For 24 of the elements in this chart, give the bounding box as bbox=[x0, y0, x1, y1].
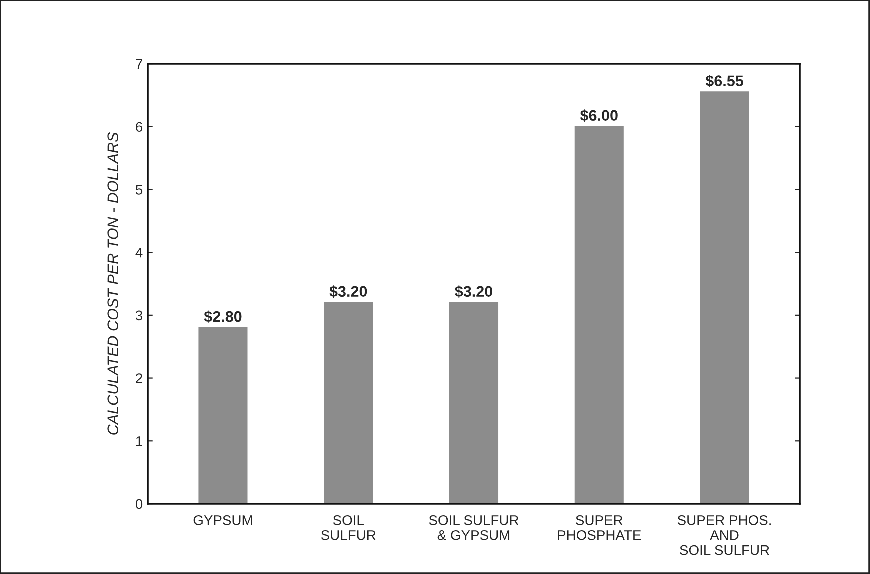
y-tick-label: 2 bbox=[136, 374, 142, 384]
x-tick-label: SOIL SULFUR & GYPSUM bbox=[429, 515, 519, 540]
y-axis-title: CALCULATED COST PER TON - DOLLARS bbox=[108, 132, 119, 435]
x-tick-label: SUPER PHOS. AND SOIL SULFUR bbox=[678, 515, 771, 556]
y-tick-label: 5 bbox=[136, 185, 143, 195]
y-tick-label: 4 bbox=[136, 248, 143, 258]
y-tick-label: 6 bbox=[136, 122, 143, 132]
bar bbox=[574, 126, 624, 504]
y-tick-label: 0 bbox=[136, 499, 143, 510]
y-tick-label: 1 bbox=[136, 436, 142, 446]
data-label: $2.80 bbox=[204, 310, 242, 324]
bar bbox=[700, 92, 750, 504]
data-label: $3.20 bbox=[455, 286, 492, 298]
bar bbox=[324, 302, 374, 504]
bar bbox=[449, 302, 499, 504]
data-label: $6.55 bbox=[706, 75, 744, 88]
x-tick-label: GYPSUM bbox=[194, 515, 252, 526]
data-label: $6.00 bbox=[580, 110, 618, 122]
y-tick-label: 7 bbox=[136, 59, 142, 70]
data-label: $3.20 bbox=[330, 286, 368, 298]
y-tick-label: 3 bbox=[136, 310, 143, 321]
bar bbox=[198, 327, 248, 504]
x-tick-label: SUPER PHOSPHATE bbox=[558, 515, 642, 540]
x-tick-label: SOIL SULFUR bbox=[321, 515, 376, 540]
